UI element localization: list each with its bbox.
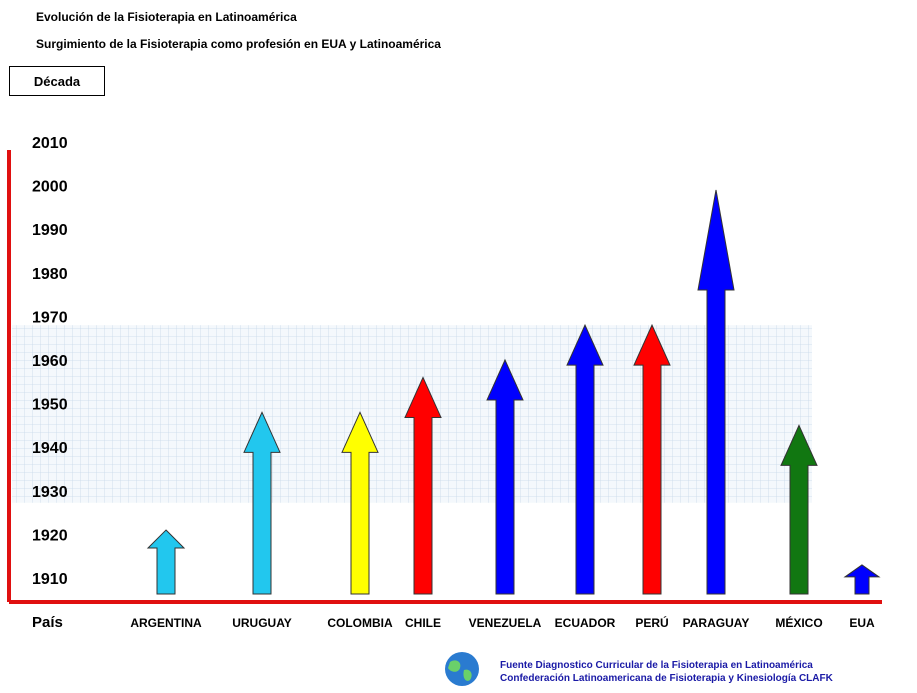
y-tick-label: 1930 bbox=[32, 484, 68, 501]
y-tick-label: 1920 bbox=[32, 527, 68, 544]
arrow-bar-argentina bbox=[146, 529, 186, 595]
y-tick-label: 2010 bbox=[32, 135, 68, 152]
x-tick-label: PARAGUAY bbox=[683, 616, 750, 630]
x-axis-title: País bbox=[32, 614, 63, 631]
x-tick-label: VENEZUELA bbox=[469, 616, 542, 630]
x-tick-label: MÉXICO bbox=[775, 615, 822, 630]
arrow-bar-perú bbox=[633, 323, 671, 595]
x-tick-label: CHILE bbox=[405, 616, 441, 630]
arrow-bar-eua bbox=[843, 564, 881, 595]
y-tick-label: 1910 bbox=[32, 571, 68, 588]
y-tick-label: 1940 bbox=[32, 440, 68, 457]
y-tick-label: 2000 bbox=[32, 179, 68, 196]
y-tick-label: 1990 bbox=[32, 222, 68, 239]
y-tick-label: 1970 bbox=[32, 309, 68, 326]
x-tick-label: PERÚ bbox=[635, 615, 668, 630]
arrow-bar-paraguay bbox=[697, 189, 735, 595]
source-note: Fuente Diagnostico Curricular de la Fisi… bbox=[500, 659, 833, 685]
chart-subtitle: Surgimiento de la Fisioterapia como prof… bbox=[36, 37, 441, 51]
x-tick-label: URUGUAY bbox=[232, 616, 292, 630]
x-tick-label: COLOMBIA bbox=[327, 616, 393, 630]
y-axis-title: Década bbox=[33, 73, 81, 89]
x-tick-label: ECUADOR bbox=[555, 616, 616, 630]
source-line-1: Fuente Diagnostico Curricular de la Fisi… bbox=[500, 660, 813, 671]
arrow-bar-chile bbox=[404, 376, 442, 595]
arrow-bar-uruguay bbox=[243, 411, 281, 595]
arrow-bar-ecuador bbox=[566, 323, 604, 595]
y-tick-label: 1960 bbox=[32, 353, 68, 370]
arrow-bar-méxico bbox=[780, 424, 818, 595]
x-tick-label: EUA bbox=[849, 616, 875, 630]
globe-logo-icon bbox=[440, 650, 484, 693]
arrow-bar-venezuela bbox=[486, 358, 524, 595]
chart-title: Evolución de la Fisioterapia en Latinoam… bbox=[36, 10, 297, 24]
arrow-bar-colombia bbox=[341, 411, 379, 595]
y-tick-label: 1950 bbox=[32, 397, 68, 414]
y-axis-title-box: Década bbox=[9, 66, 105, 96]
source-line-2: Confederación Latinoamericana de Fisiote… bbox=[500, 673, 833, 684]
x-tick-label: ARGENTINA bbox=[130, 616, 202, 630]
y-tick-label: 1980 bbox=[32, 266, 68, 283]
